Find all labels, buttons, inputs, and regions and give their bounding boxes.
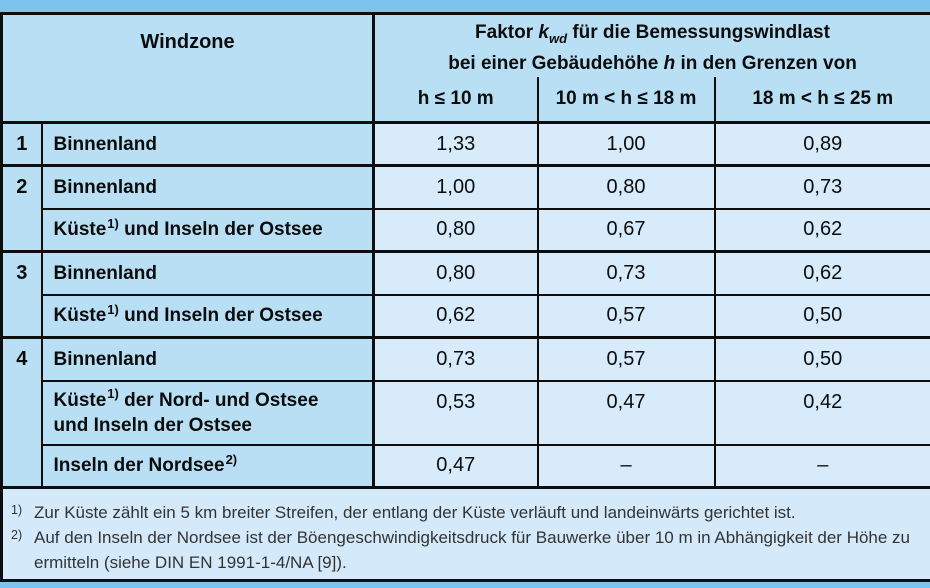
value-cell: 0,53 (372, 379, 539, 446)
value-cell: 0,67 (536, 207, 716, 253)
footnote-marker: 2) (11, 528, 23, 542)
value-cell: 0,57 (536, 336, 716, 382)
value-cell: 0,50 (713, 293, 930, 339)
value-cell: 0,62 (372, 293, 539, 339)
region-cell: Küste1) der Nord- und Ostsee und Inseln d… (40, 379, 375, 446)
footnote: 2) Auf den Inseln der Nordsee ist der Bö… (11, 525, 920, 575)
value-cell: 0,73 (536, 250, 716, 296)
footnote: 1) Zur Küste zählt ein 5 km breiter Stre… (11, 500, 920, 525)
region-cell: Binnenland (40, 164, 375, 210)
value-cell: 0,50 (713, 336, 930, 382)
value-cell: 0,62 (713, 250, 930, 296)
region-cell: Küste1) und Inseln der Ostsee (40, 207, 375, 253)
value-cell: 0,57 (536, 293, 716, 339)
value-cell: 0,89 (713, 121, 930, 167)
zone-number-cell: 4 (0, 336, 43, 489)
region-cell: Binnenland (40, 250, 375, 296)
value-cell: – (536, 443, 716, 489)
value-cell: 0,42 (713, 379, 930, 446)
windzone-header-cell: Windzone (0, 12, 375, 124)
height-col-header-1: h ≤ 10 m (372, 76, 539, 124)
region-cell: Binnenland (40, 121, 375, 167)
footnote-text: Auf den Inseln der Nordsee ist der Böeng… (34, 528, 911, 572)
windzone-factor-table: Windzone Faktor kwd für die Bemessungswi… (0, 12, 930, 582)
value-cell: 0,62 (713, 207, 930, 253)
region-footnote-ref: 2) (225, 451, 238, 467)
value-cell: 0,47 (372, 443, 539, 489)
zone-number-cell: 1 (0, 121, 43, 167)
region-footnote-ref: 1) (107, 301, 119, 317)
value-cell: – (713, 443, 930, 489)
value-cell: 1,33 (372, 121, 539, 167)
zone-number-cell: 2 (0, 164, 43, 253)
height-col-header-3: 18 m < h ≤ 25 m (713, 76, 930, 124)
region-cell: Inseln der Nordsee2) (40, 443, 375, 489)
value-cell: 0,80 (536, 164, 716, 210)
region-footnote-ref: 1) (107, 215, 119, 231)
region-cell: Binnenland (40, 336, 375, 382)
value-cell: 0,73 (713, 164, 930, 210)
value-cell: 0,47 (536, 379, 716, 446)
footnotes: 1) Zur Küste zählt ein 5 km breiter Stre… (0, 486, 930, 582)
value-cell: 1,00 (536, 121, 716, 167)
zone-number-cell: 3 (0, 250, 43, 339)
value-cell: 1,00 (372, 164, 539, 210)
value-cell: 0,80 (372, 207, 539, 253)
value-cell: 0,73 (372, 336, 539, 382)
faktor-header-text: Faktor kwd für die Bemessungswindlast bei… (448, 21, 857, 74)
value-cell: 0,80 (372, 250, 539, 296)
height-col-header-2: 10 m < h ≤ 18 m (536, 76, 716, 124)
region-cell: Küste1) und Inseln der Ostsee (40, 293, 375, 339)
faktor-header-cell: Faktor kwd für die Bemessungswindlast bei… (372, 12, 930, 77)
footnote-text: Zur Küste zählt ein 5 km breiter Streife… (34, 503, 796, 522)
footnote-marker: 1) (11, 503, 23, 517)
region-footnote-ref: 1) (107, 386, 119, 402)
